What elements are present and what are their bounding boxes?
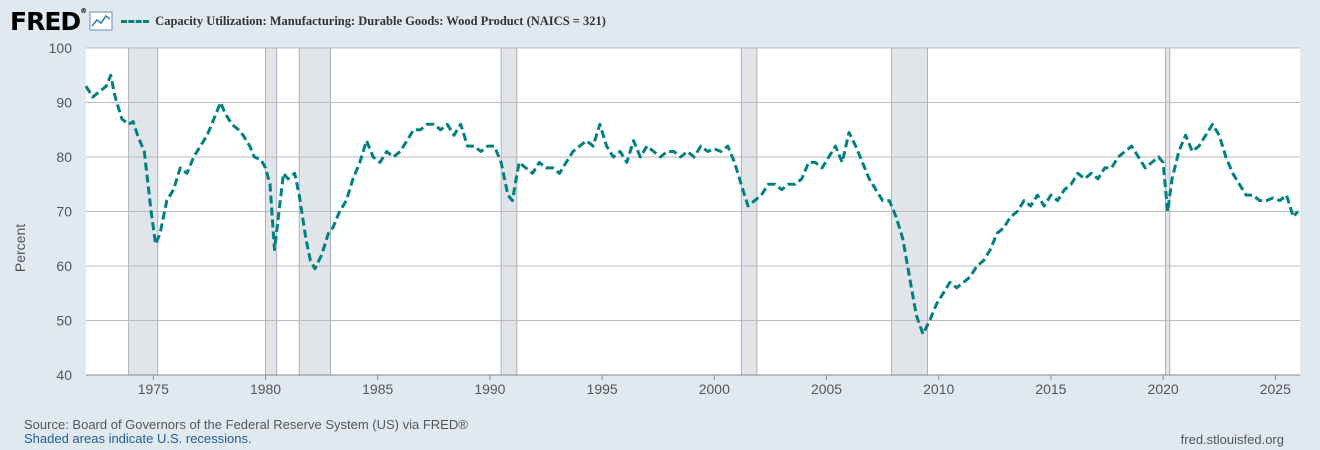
x-tick-label: 1990 [474,381,505,397]
x-tick-label: 1995 [587,381,618,397]
y-tick-label: 100 [49,40,73,56]
y-tick-label: 60 [56,258,72,274]
chart-header: FRED® Capacity Utilization: Manufacturin… [10,6,606,36]
chart-title: Capacity Utilization: Manufacturing: Dur… [155,13,606,28]
fred-logo-text: FRED [10,6,81,36]
y-tick-label: 90 [56,95,72,111]
x-tick-label: 2025 [1260,381,1291,397]
x-tick-label: 1975 [138,381,169,397]
x-tick-label: 2000 [699,381,730,397]
x-tick-label: 1980 [250,381,281,397]
x-tick-label: 2015 [1035,381,1066,397]
fred-url[interactable]: fred.stlouisfed.org [1180,432,1284,447]
source-note: Source: Board of Governors of the Federa… [24,417,468,432]
x-tick-label: 1985 [362,381,393,397]
recession-note[interactable]: Shaded areas indicate U.S. recessions. [24,431,252,446]
series-line [84,73,1299,336]
y-tick-label: 80 [56,149,72,165]
x-tick-label: 2020 [1148,381,1179,397]
line-graph-icon [89,11,113,31]
legend-line-swatch [121,19,150,23]
fred-logo[interactable]: FRED® [10,6,87,36]
y-tick-label: 50 [56,313,72,329]
y-tick-label: 40 [56,367,72,383]
fred-logo-mark: ® [80,6,87,15]
x-tick-label: 2005 [811,381,842,397]
chart-svg: 40 50 60 70 80 90 100 1975 1980 1985 1990 1995 2000 2… [49,40,1300,397]
x-tick-label: 2010 [923,381,954,397]
y-tick-label: 70 [56,204,72,220]
